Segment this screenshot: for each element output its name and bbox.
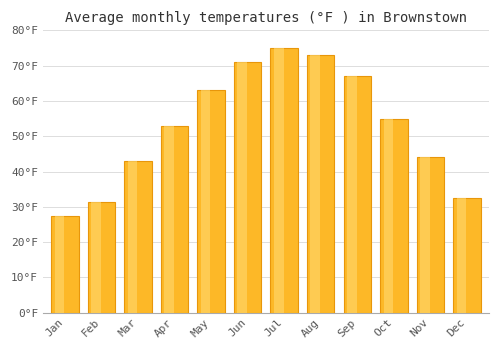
Bar [124, 161, 152, 313]
Bar [51, 216, 78, 313]
Bar [310, 55, 320, 313]
Bar [198, 90, 225, 313]
Bar [347, 76, 356, 313]
Bar [274, 48, 283, 313]
Bar [201, 90, 210, 313]
Bar [88, 202, 115, 313]
Bar [380, 119, 407, 313]
Bar [128, 161, 138, 313]
Bar [238, 62, 247, 313]
Bar [234, 62, 262, 313]
Bar [416, 158, 444, 313]
Bar [54, 216, 64, 313]
Bar [456, 198, 466, 313]
Bar [91, 202, 101, 313]
Bar [420, 158, 430, 313]
Bar [384, 119, 393, 313]
Bar [270, 48, 298, 313]
Bar [454, 198, 480, 313]
Bar [164, 126, 174, 313]
Bar [307, 55, 334, 313]
Title: Average monthly temperatures (°F ) in Brownstown: Average monthly temperatures (°F ) in Br… [65, 11, 467, 25]
Bar [344, 76, 371, 313]
Bar [161, 126, 188, 313]
